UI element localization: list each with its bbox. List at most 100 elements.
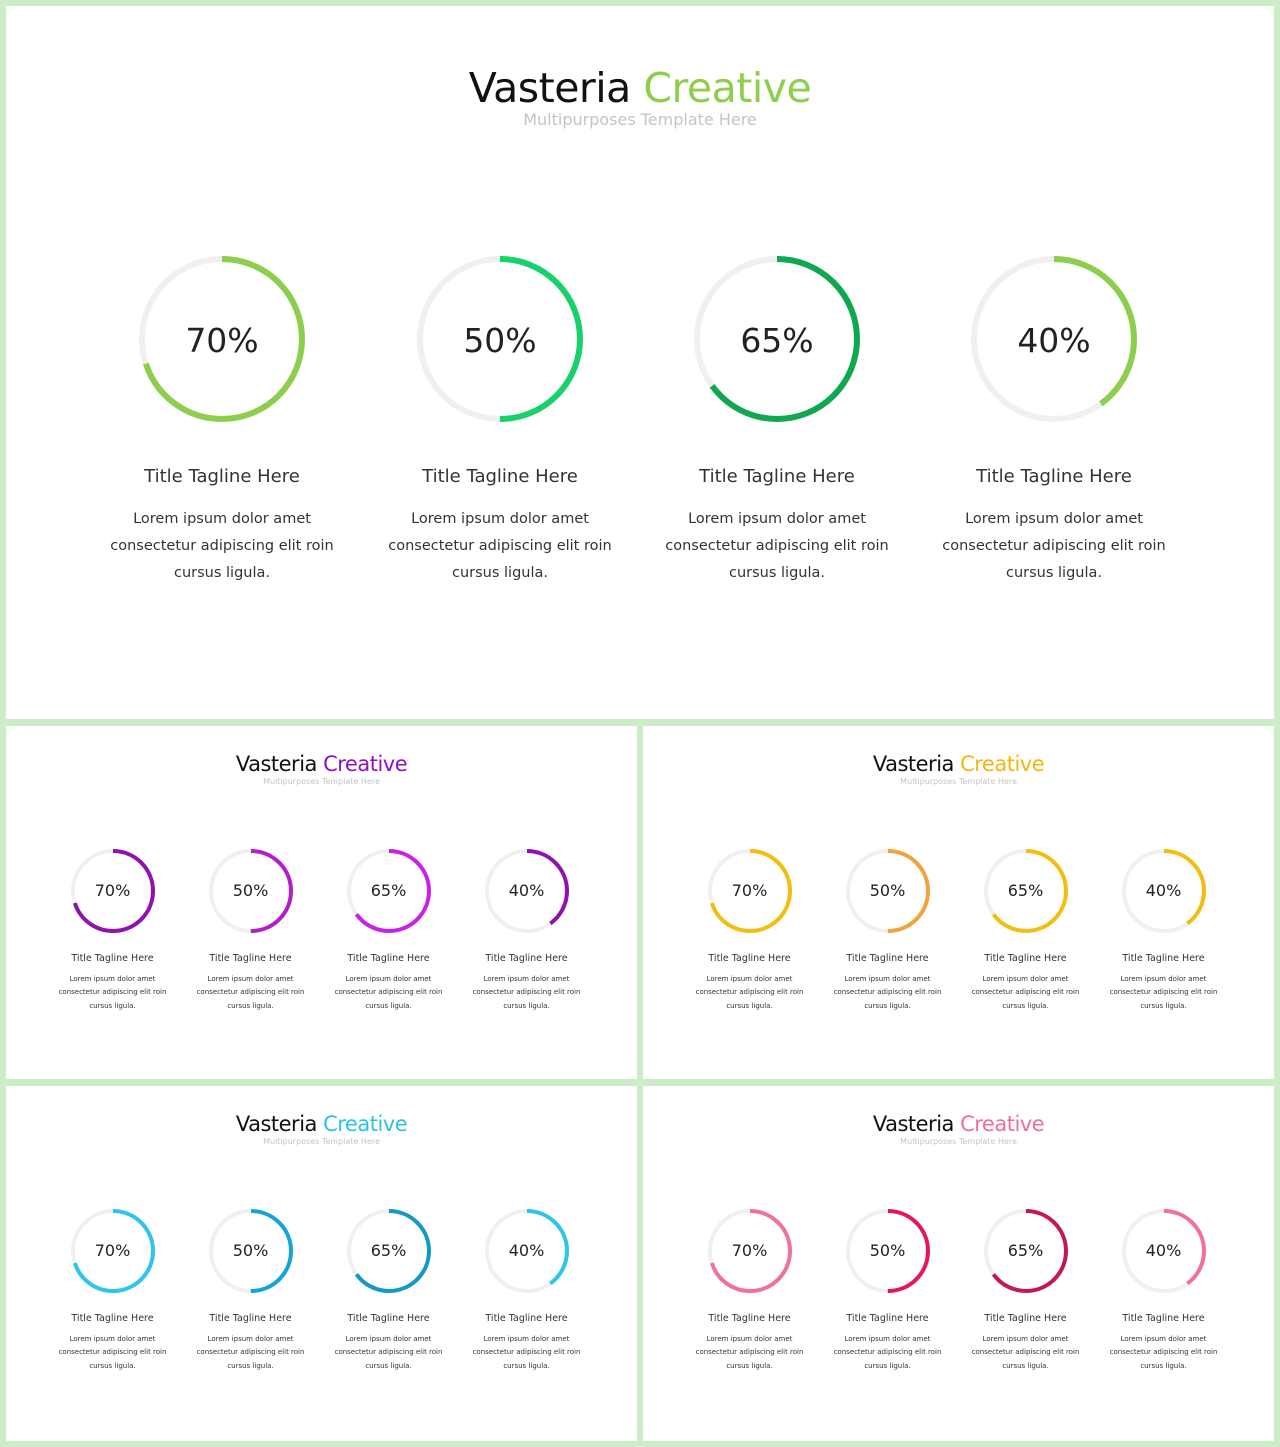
description-line: consectetur adipiscing elit roin <box>375 533 625 560</box>
item-description: Lorem ipsum dolor amet consectetur adipis… <box>677 973 822 1013</box>
description-line: cursus ligula. <box>316 1000 461 1013</box>
description-line: consectetur adipiscing elit roin <box>652 533 902 560</box>
slide-title: Vasteria Creative <box>643 1112 1274 1136</box>
percent-label: 50% <box>845 1241 930 1260</box>
description-line: Lorem ipsum dolor amet <box>178 1333 323 1346</box>
slide-subtitle: Multipurposes Template Here <box>6 110 1274 129</box>
slide-subtitle: Multipurposes Template Here <box>643 777 1274 786</box>
percent-label: 65% <box>692 321 862 360</box>
progress-item: 65% Title Tagline Here Lorem ipsum dolor a… <box>346 848 436 1018</box>
slide-title: Vasteria Creative <box>6 1112 637 1136</box>
item-description: Lorem ipsum dolor amet consectetur adipis… <box>178 973 323 1013</box>
title-accent: Creative <box>643 64 811 112</box>
progress-item: 40% Title Tagline Here Lorem ipsum dolor a… <box>1121 848 1211 1018</box>
description-line: cursus ligula. <box>953 1000 1098 1013</box>
title-accent: Creative <box>960 1112 1044 1136</box>
percent-label: 50% <box>208 881 293 900</box>
slide-title: Vasteria Creative <box>6 64 1274 112</box>
item-description: Lorem ipsum dolor amet consectetur adipis… <box>375 506 625 587</box>
slide-subtitle: Multipurposes Template Here <box>643 1137 1274 1146</box>
percent-label: 40% <box>484 1241 569 1260</box>
description-line: consectetur adipiscing elit roin <box>677 986 822 999</box>
slide-pink[interactable]: Vasteria Creative Multipurposes Template … <box>643 1086 1274 1441</box>
item-description: Lorem ipsum dolor amet consectetur adipis… <box>40 973 185 1013</box>
description-line: Lorem ipsum dolor amet <box>454 1333 599 1346</box>
description-line: cursus ligula. <box>953 1360 1098 1373</box>
progress-item: 70% Title Tagline Here Lorem ipsum dolor a… <box>70 1208 160 1378</box>
progress-item: 70% Title Tagline Here Lorem ipsum dolor a… <box>137 254 317 584</box>
description-line: Lorem ipsum dolor amet <box>677 1333 822 1346</box>
slide-yellow[interactable]: Vasteria Creative Multipurposes Template … <box>643 726 1274 1079</box>
item-tagline: Title Tagline Here <box>326 953 451 964</box>
percent-label: 40% <box>1121 881 1206 900</box>
slide-subtitle: Multipurposes Template Here <box>6 1137 637 1146</box>
description-line: consectetur adipiscing elit roin <box>1091 1346 1236 1359</box>
progress-item: 70% Title Tagline Here Lorem ipsum dolor a… <box>707 848 797 1018</box>
description-line: Lorem ipsum dolor amet <box>1091 1333 1236 1346</box>
description-line: Lorem ipsum dolor amet <box>40 973 185 986</box>
description-line: Lorem ipsum dolor amet <box>316 973 461 986</box>
title-main: Vasteria <box>236 1112 317 1136</box>
progress-item: 65% Title Tagline Here Lorem ipsum dolor a… <box>692 254 872 584</box>
description-line: consectetur adipiscing elit roin <box>815 1346 960 1359</box>
description-line: consectetur adipiscing elit roin <box>40 1346 185 1359</box>
percent-label: 70% <box>707 1241 792 1260</box>
description-line: Lorem ipsum dolor amet <box>815 1333 960 1346</box>
description-line: cursus ligula. <box>815 1000 960 1013</box>
title-main: Vasteria <box>873 752 954 776</box>
description-line: cursus ligula. <box>677 1360 822 1373</box>
slide-purple[interactable]: Vasteria Creative Multipurposes Template … <box>6 726 637 1079</box>
progress-item: 50% Title Tagline Here Lorem ipsum dolor a… <box>415 254 595 584</box>
title-accent: Creative <box>323 1112 407 1136</box>
title-main: Vasteria <box>236 752 317 776</box>
item-description: Lorem ipsum dolor amet consectetur adipis… <box>815 1333 960 1373</box>
description-line: consectetur adipiscing elit roin <box>815 986 960 999</box>
progress-item: 40% Title Tagline Here Lorem ipsum dolor a… <box>1121 1208 1211 1378</box>
description-line: consectetur adipiscing elit roin <box>454 1346 599 1359</box>
item-tagline: Title Tagline Here <box>1101 953 1226 964</box>
item-tagline: Title Tagline Here <box>107 466 337 487</box>
item-tagline: Title Tagline Here <box>188 953 313 964</box>
percent-label: 70% <box>70 1241 155 1260</box>
item-tagline: Title Tagline Here <box>825 1313 950 1324</box>
percent-label: 70% <box>70 881 155 900</box>
progress-item: 70% Title Tagline Here Lorem ipsum dolor a… <box>707 1208 797 1378</box>
item-description: Lorem ipsum dolor amet consectetur adipis… <box>815 973 960 1013</box>
percent-label: 40% <box>969 321 1139 360</box>
description-line: Lorem ipsum dolor amet <box>97 506 347 533</box>
item-description: Lorem ipsum dolor amet consectetur adipis… <box>1091 1333 1236 1373</box>
title-accent: Creative <box>960 752 1044 776</box>
item-tagline: Title Tagline Here <box>939 466 1169 487</box>
description-line: Lorem ipsum dolor amet <box>454 973 599 986</box>
progress-item: 50% Title Tagline Here Lorem ipsum dolor a… <box>208 1208 298 1378</box>
item-description: Lorem ipsum dolor amet consectetur adipis… <box>1091 973 1236 1013</box>
item-description: Lorem ipsum dolor amet consectetur adipis… <box>652 506 902 587</box>
description-line: consectetur adipiscing elit roin <box>1091 986 1236 999</box>
item-description: Lorem ipsum dolor amet consectetur adipis… <box>178 1333 323 1373</box>
item-tagline: Title Tagline Here <box>385 466 615 487</box>
description-line: consectetur adipiscing elit roin <box>316 986 461 999</box>
slide-title: Vasteria Creative <box>643 752 1274 776</box>
description-line: consectetur adipiscing elit roin <box>953 1346 1098 1359</box>
description-line: cursus ligula. <box>375 560 625 587</box>
item-description: Lorem ipsum dolor amet consectetur adipis… <box>97 506 347 587</box>
description-line: cursus ligula. <box>677 1000 822 1013</box>
description-line: Lorem ipsum dolor amet <box>815 973 960 986</box>
percent-label: 50% <box>415 321 585 360</box>
percent-label: 50% <box>845 881 930 900</box>
description-line: cursus ligula. <box>178 1360 323 1373</box>
progress-item: 40% Title Tagline Here Lorem ipsum dolor a… <box>969 254 1149 584</box>
description-line: cursus ligula. <box>97 560 347 587</box>
title-accent: Creative <box>323 752 407 776</box>
item-tagline: Title Tagline Here <box>464 1313 589 1324</box>
item-tagline: Title Tagline Here <box>50 953 175 964</box>
progress-item: 50% Title Tagline Here Lorem ipsum dolor a… <box>845 1208 935 1378</box>
item-tagline: Title Tagline Here <box>1101 1313 1226 1324</box>
description-line: Lorem ipsum dolor amet <box>316 1333 461 1346</box>
description-line: Lorem ipsum dolor amet <box>929 506 1179 533</box>
percent-label: 65% <box>983 881 1068 900</box>
slide-blue[interactable]: Vasteria Creative Multipurposes Template … <box>6 1086 637 1441</box>
item-tagline: Title Tagline Here <box>326 1313 451 1324</box>
slide-main[interactable]: Vasteria Creative Multipurposes Template … <box>6 6 1274 719</box>
percent-label: 65% <box>346 1241 431 1260</box>
